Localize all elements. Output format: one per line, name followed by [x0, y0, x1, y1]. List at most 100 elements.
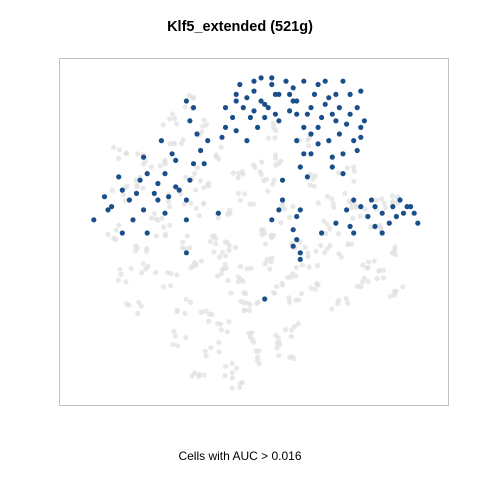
high-auc-cell-point [130, 217, 136, 223]
background-cell-point [230, 170, 236, 176]
background-cell-point [250, 201, 256, 207]
background-cell-point [219, 249, 226, 256]
background-cell-point [174, 121, 180, 127]
background-cell-point [247, 302, 253, 308]
background-cell-point [321, 218, 327, 224]
background-cell-point [274, 284, 280, 290]
chart-title: Klf5_extended (521g) [167, 19, 313, 35]
background-cell-point [273, 332, 279, 338]
background-cell-point [218, 271, 224, 277]
background-cell-point [135, 151, 141, 157]
background-cell-point [133, 177, 139, 183]
high-auc-cell-point [347, 111, 353, 117]
background-cell-point [174, 272, 180, 278]
background-cell-point [257, 169, 263, 175]
high-auc-cell-point [319, 114, 325, 121]
background-cell-point [335, 301, 341, 307]
high-auc-cell-point [119, 187, 125, 193]
background-cell-point [201, 200, 207, 206]
background-cell-point [198, 309, 204, 315]
background-cell-point [120, 192, 126, 198]
high-auc-cell-point [304, 174, 310, 180]
background-cell-point [138, 303, 144, 309]
background-cell-point [354, 283, 360, 289]
high-auc-cell-point [347, 223, 353, 229]
high-auc-cell-point [237, 81, 243, 88]
background-cell-point [157, 163, 163, 169]
background-cell-point [342, 190, 348, 197]
background-cell-point [208, 345, 214, 351]
background-cell-point [344, 165, 350, 171]
background-cell-point [140, 161, 147, 167]
background-cell-point [201, 185, 207, 191]
high-auc-cell-point [222, 124, 229, 130]
background-cell-point [162, 157, 168, 164]
background-cell-point [287, 354, 293, 360]
background-cell-point [270, 181, 276, 187]
high-auc-cell-point [269, 75, 275, 81]
background-cell-point [349, 205, 355, 211]
background-cell-point [171, 141, 178, 147]
background-cell-point [193, 205, 199, 211]
background-cell-point [224, 329, 230, 335]
background-cell-point [116, 155, 122, 161]
high-auc-cell-point [358, 88, 364, 94]
background-cell-point [229, 375, 235, 381]
background-cell-point [197, 178, 204, 184]
background-cell-point [192, 259, 198, 266]
high-auc-cell-point [233, 128, 239, 134]
background-cell-point [291, 324, 297, 330]
background-cell-point [111, 235, 117, 241]
background-cell-point [165, 198, 172, 205]
background-cell-point [207, 239, 213, 245]
high-auc-cell-point [283, 78, 289, 84]
background-cell-point [336, 231, 342, 237]
background-cell-point [360, 279, 366, 285]
background-cell-point [272, 135, 278, 141]
background-cell-point [338, 254, 344, 260]
high-auc-cell-point [354, 147, 360, 154]
background-cell-point [258, 227, 264, 233]
high-auc-cell-point [351, 138, 357, 144]
high-auc-cell-point [351, 197, 357, 203]
background-cell-point [262, 261, 268, 267]
background-cell-point [276, 353, 282, 359]
background-cell-point [296, 297, 302, 303]
background-cell-point [314, 281, 320, 287]
background-cell-point [351, 168, 357, 174]
background-cell-point [201, 372, 207, 378]
background-cell-point [251, 162, 257, 168]
background-cell-point [392, 252, 399, 258]
high-auc-cell-point [240, 105, 246, 111]
background-cell-point [182, 104, 188, 110]
background-cell-point [118, 271, 124, 277]
background-cell-point [270, 121, 276, 127]
background-cell-point [312, 173, 318, 179]
background-cell-point [200, 123, 206, 129]
high-auc-cell-point [155, 180, 161, 187]
high-auc-cell-point [173, 157, 179, 163]
high-auc-cell-point [141, 154, 147, 160]
background-cell-point [351, 178, 357, 184]
background-cell-point [288, 274, 294, 280]
high-auc-cell-point [269, 81, 275, 88]
background-cell-point [170, 111, 176, 117]
background-cell-point [312, 286, 318, 292]
background-cell-point [227, 207, 233, 213]
background-cell-point [277, 342, 283, 348]
background-cell-point [218, 321, 224, 327]
background-cell-point [271, 232, 277, 239]
high-auc-cell-point [397, 197, 403, 203]
background-cell-point [392, 292, 398, 298]
high-auc-cell-point [408, 204, 414, 210]
background-cell-point [196, 373, 202, 379]
high-auc-cell-point [297, 250, 303, 256]
background-cell-point [265, 135, 272, 141]
background-cell-point [346, 241, 352, 247]
background-cell-point [229, 360, 235, 366]
high-auc-cell-point [358, 124, 364, 130]
background-cell-point [268, 259, 274, 265]
background-cell-point [214, 273, 220, 279]
background-cell-point [302, 244, 308, 250]
